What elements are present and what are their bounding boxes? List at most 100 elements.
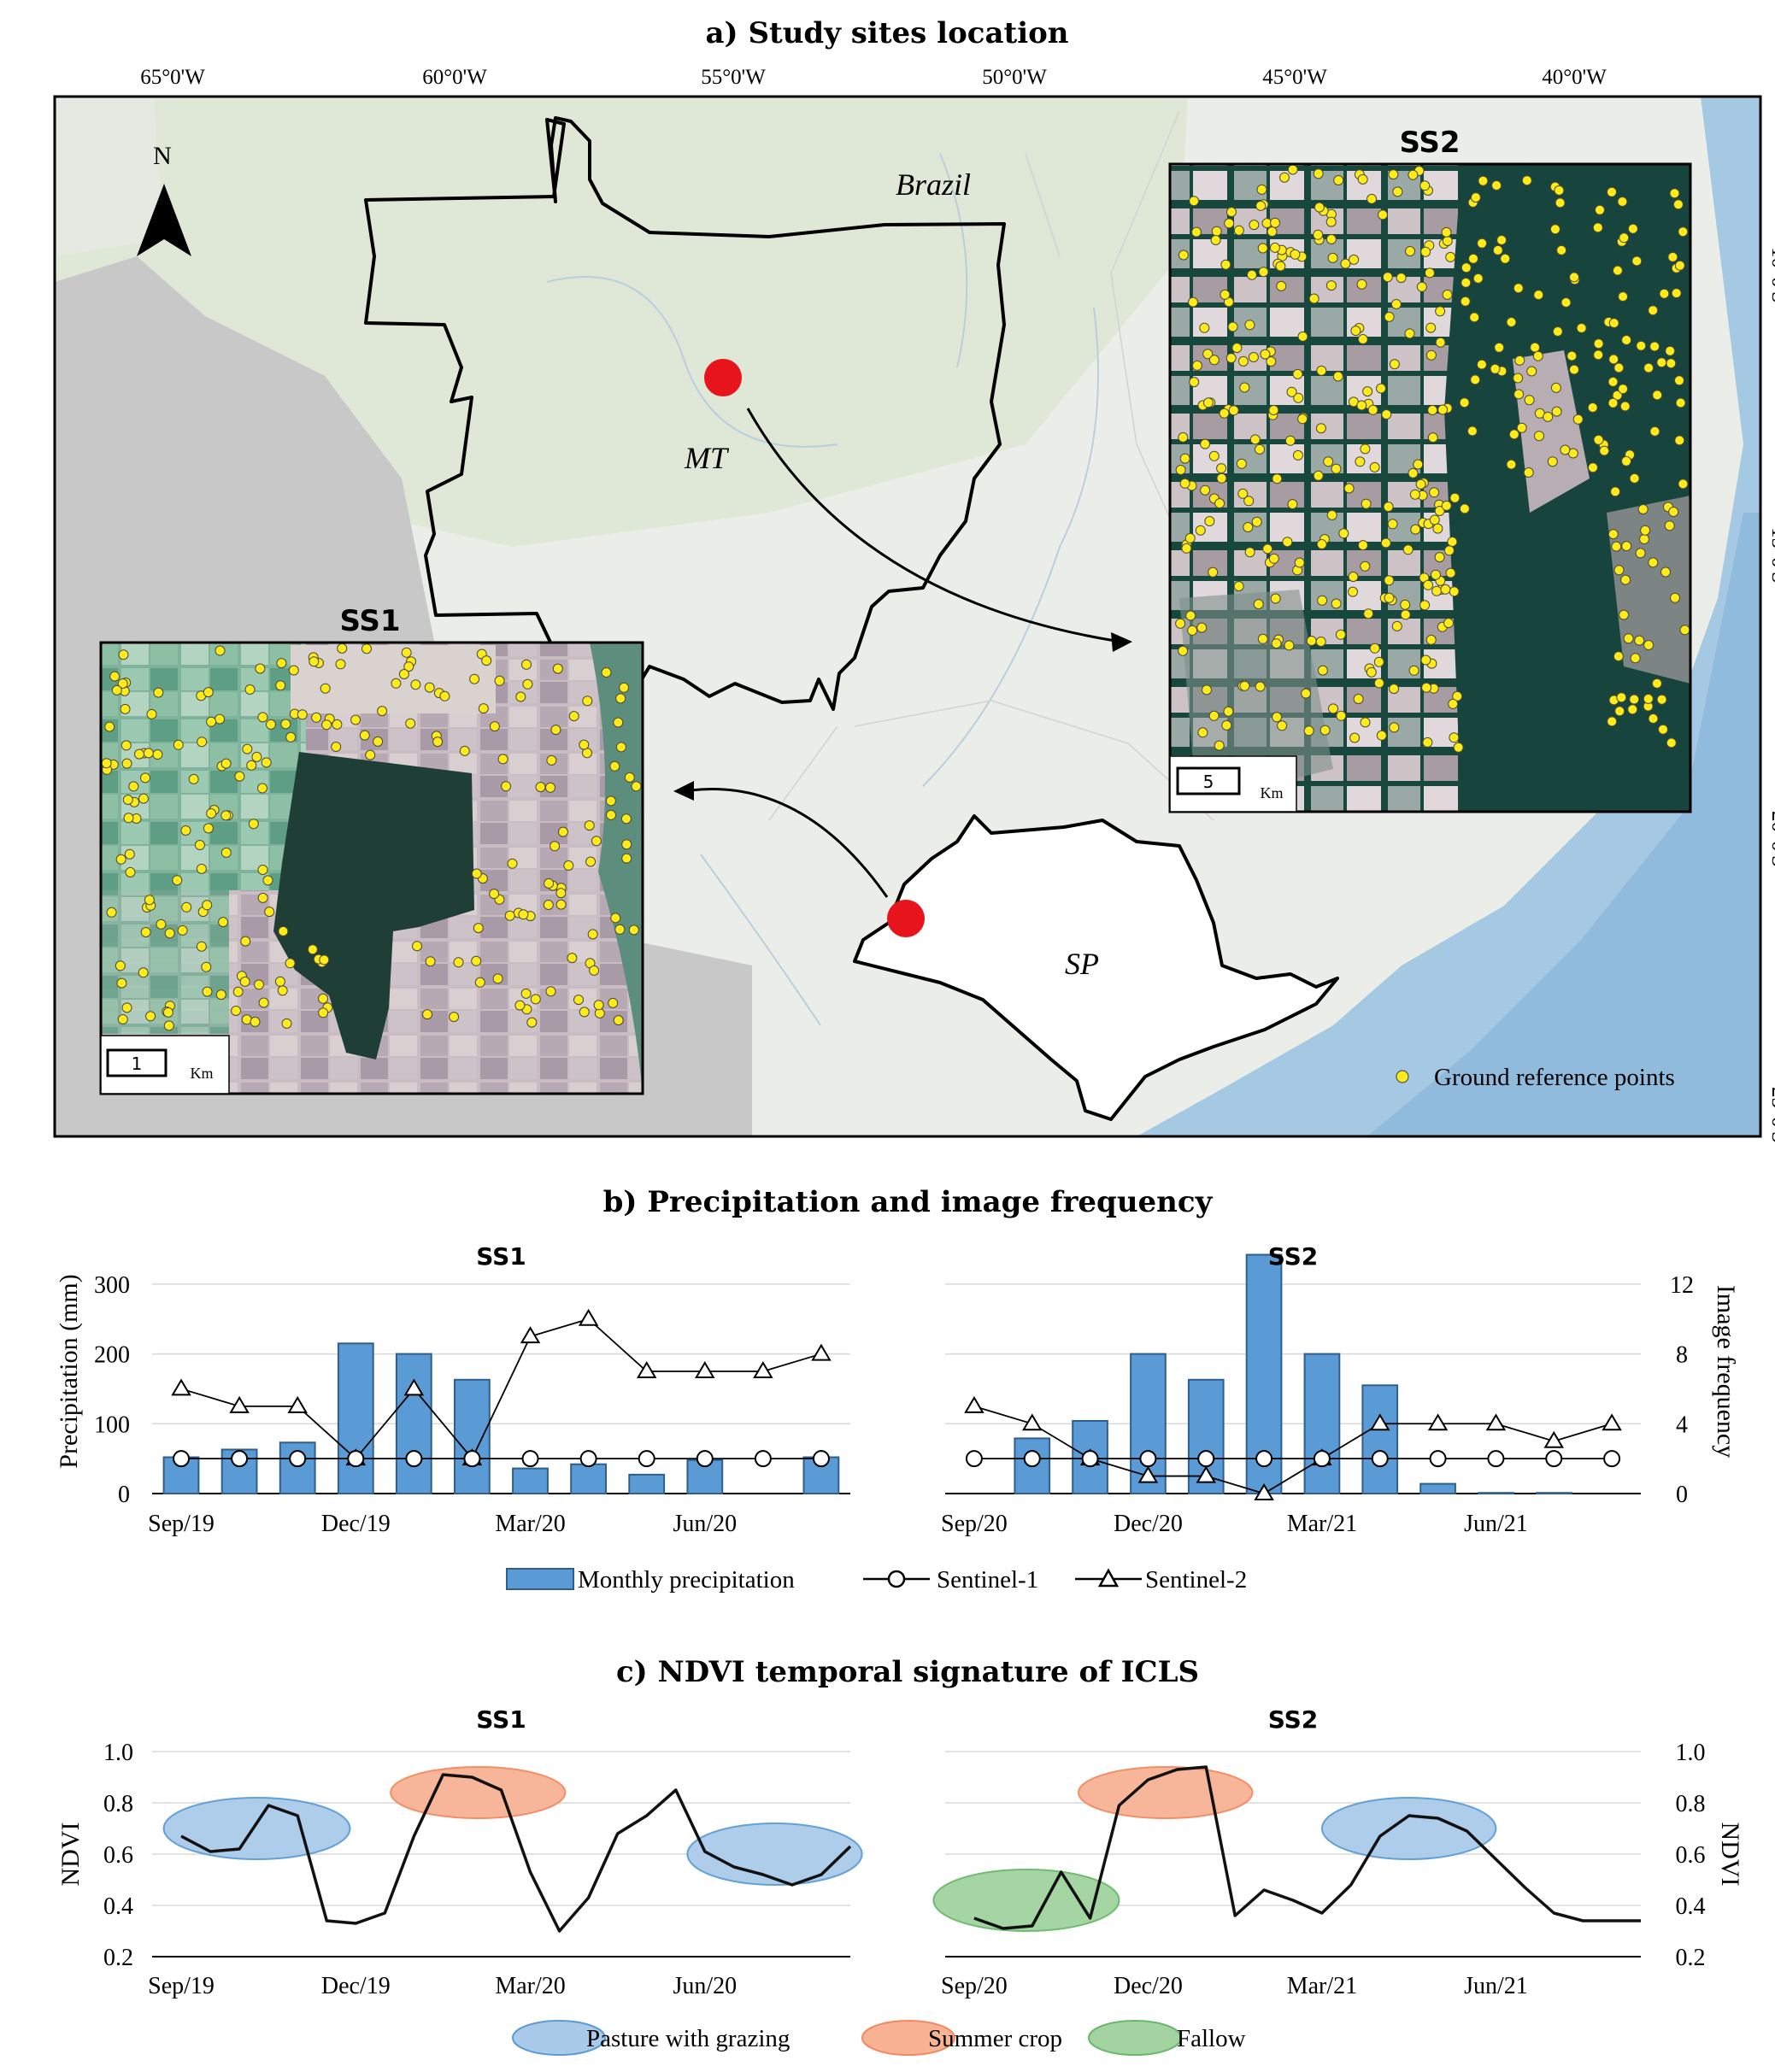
reference-point <box>1410 524 1421 535</box>
reference-point <box>1476 359 1487 370</box>
y-axis-label: NDVI <box>56 1823 85 1887</box>
reference-point <box>1325 234 1337 244</box>
reference-point <box>1356 279 1367 290</box>
reference-point <box>1658 724 1668 735</box>
reference-point <box>1637 504 1649 514</box>
reference-point <box>1492 244 1503 255</box>
reference-point <box>1607 397 1619 408</box>
sentinel2-marker <box>1196 1465 1216 1483</box>
lon-label: 40°0'W <box>1542 66 1607 89</box>
sentinel1-marker <box>405 1450 423 1468</box>
reference-point <box>1674 435 1685 446</box>
reference-point <box>1621 455 1631 467</box>
sentinel2-marker <box>753 1361 773 1378</box>
reference-point <box>201 961 212 972</box>
reference-point <box>1408 467 1419 478</box>
precip-bar <box>1478 1492 1514 1494</box>
reference-point <box>319 954 330 966</box>
reference-point <box>1284 435 1296 446</box>
sentinel1-marker <box>1023 1450 1041 1468</box>
reference-point <box>589 965 600 976</box>
reference-point <box>194 840 205 850</box>
reference-point <box>218 917 229 928</box>
reference-point <box>262 875 273 886</box>
reference-point <box>1651 678 1662 689</box>
reference-point <box>1640 525 1651 536</box>
reference-point <box>1233 581 1244 592</box>
reference-point <box>1306 636 1317 646</box>
reference-point <box>1648 305 1659 316</box>
reference-point <box>1443 618 1454 629</box>
reference-point <box>601 667 612 678</box>
reference-point <box>359 730 370 741</box>
legend-ellipse-icon <box>1088 2020 1182 2056</box>
reference-point <box>180 825 191 836</box>
reference-point <box>109 671 120 682</box>
reference-point <box>1635 548 1646 559</box>
reference-point <box>1449 732 1460 743</box>
reference-point <box>123 813 134 824</box>
reference-point <box>117 1014 128 1024</box>
reference-point <box>1415 478 1426 490</box>
reference-point <box>1191 226 1202 238</box>
reference-point <box>121 1002 132 1013</box>
reference-point <box>173 739 184 750</box>
reference-point <box>1643 693 1654 704</box>
reference-point <box>624 772 635 783</box>
reference-point <box>1202 349 1214 360</box>
reference-point <box>568 711 579 722</box>
reference-point <box>557 826 568 837</box>
country-label: Brazil <box>896 167 971 202</box>
reference-point <box>1468 253 1478 264</box>
reference-point <box>1325 280 1337 291</box>
reference-point <box>621 853 632 864</box>
reference-point <box>121 758 132 769</box>
reference-point <box>1286 386 1297 397</box>
reference-point <box>555 899 567 910</box>
reference-point <box>1434 552 1445 563</box>
arrowhead-icon <box>673 781 694 801</box>
legend-ellipse-icon <box>512 2020 606 2056</box>
reference-point <box>1301 688 1312 699</box>
reference-point <box>1317 665 1328 676</box>
legend-c: Pasture with grazing Summer crop Fallow <box>512 2020 1246 2056</box>
reference-point <box>1325 216 1337 227</box>
reference-point <box>1384 575 1395 586</box>
reference-point <box>1453 742 1464 753</box>
reference-point <box>1338 528 1349 539</box>
reference-point <box>1491 180 1502 191</box>
reference-point <box>1434 506 1445 516</box>
reference-point <box>1178 249 1189 261</box>
reference-point <box>1648 557 1659 568</box>
reference-point <box>1550 382 1561 393</box>
reference-point <box>1534 431 1544 442</box>
reference-point <box>606 809 616 820</box>
y-tick-label: 0.6 <box>103 1842 133 1869</box>
reference-point <box>1429 487 1440 498</box>
reference-point <box>1619 609 1630 620</box>
ss2-scale-unit: Km <box>1261 784 1284 801</box>
reference-point <box>1665 345 1676 356</box>
reference-point <box>1610 486 1621 497</box>
y2-tick-label: 12 <box>1670 1272 1694 1299</box>
precip-bar <box>802 1456 840 1494</box>
reference-point <box>1470 192 1481 203</box>
reference-point <box>1226 207 1237 218</box>
reference-point <box>1257 633 1268 644</box>
reference-point <box>1532 350 1543 361</box>
reference-point <box>1313 229 1324 240</box>
reference-point <box>202 986 213 997</box>
reference-point <box>1179 453 1190 464</box>
reference-point <box>1349 254 1360 265</box>
reference-point <box>206 808 217 819</box>
reference-point <box>197 737 208 748</box>
y-tick-label: 1.0 <box>103 1740 133 1766</box>
reference-point <box>585 856 597 867</box>
reference-point <box>1191 360 1202 371</box>
sentinel1-marker <box>463 1450 481 1468</box>
precip-bar <box>570 1463 608 1494</box>
reference-point <box>1420 246 1431 257</box>
reference-point <box>1373 678 1384 689</box>
reference-point <box>120 740 132 751</box>
reference-point <box>1660 566 1671 578</box>
